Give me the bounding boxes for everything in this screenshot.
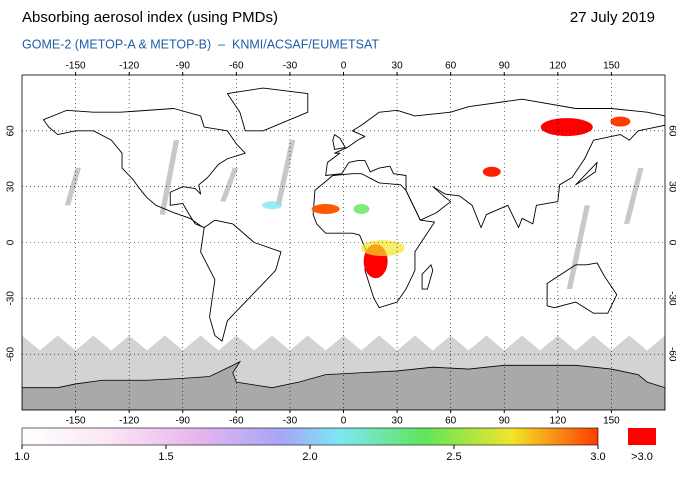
colorbar-tick-label: 2.5 xyxy=(446,451,461,463)
coastlines xyxy=(42,87,665,342)
lon-tick-label-bottom: -90 xyxy=(176,416,191,427)
missing-swaths xyxy=(64,140,644,290)
lat-tick-label-left: 0 xyxy=(6,239,17,245)
siberia-plume xyxy=(540,118,593,137)
lon-tick-label-top: 30 xyxy=(392,61,404,72)
aerosol-plumes xyxy=(262,116,631,279)
lon-tick-label-bottom: 30 xyxy=(392,416,404,427)
colorbar-tick-label: 2.0 xyxy=(302,451,317,463)
greenland xyxy=(226,87,309,132)
lon-tick-label-top: -30 xyxy=(283,61,298,72)
lon-tick-label-top: -150 xyxy=(66,61,86,72)
lat-tick-label-left: 60 xyxy=(6,125,17,137)
lon-tick-label-bottom: -150 xyxy=(66,416,86,427)
title: Absorbing aerosol index (using PMDs) xyxy=(22,9,278,26)
lon-tick-label-top: 150 xyxy=(603,61,620,72)
australia xyxy=(546,262,618,314)
lat-tick-label-right: -60 xyxy=(666,347,676,362)
lon-tick-label-bottom: 150 xyxy=(603,416,620,427)
lat-tick-label-right: 60 xyxy=(666,125,676,137)
subtitle: GOME-2 (METOP-A & METOP-B) – KNMI/ACSAF/… xyxy=(22,37,379,51)
lon-tick-label-bottom: 90 xyxy=(499,416,511,427)
colorbar-tick-label: 1.5 xyxy=(158,451,173,463)
lat-tick-label-left: -30 xyxy=(6,291,17,306)
colorbar-over-label: >3.0 xyxy=(631,451,653,463)
lon-tick-label-top: 120 xyxy=(549,61,566,72)
lon-tick-label-top: 90 xyxy=(499,61,511,72)
north-america xyxy=(42,108,246,229)
lat-tick-label-left: -60 xyxy=(6,347,17,362)
lat-tick-label-right: 0 xyxy=(666,240,676,246)
sahara-green xyxy=(353,204,370,214)
lat-tick-label-right: -30 xyxy=(666,291,676,306)
sahara-plume xyxy=(311,204,340,214)
colorbar-over xyxy=(628,428,656,445)
asia-plume xyxy=(482,166,501,177)
lon-tick-label-top: 0 xyxy=(341,61,347,72)
japan xyxy=(575,162,598,186)
lat-tick-label-left: 30 xyxy=(6,181,17,193)
lon-tick-label-top: -60 xyxy=(229,61,244,72)
lon-tick-label-bottom: -60 xyxy=(229,416,244,427)
lon-tick-label-top: 60 xyxy=(445,61,457,72)
date: 27 July 2019 xyxy=(570,9,655,26)
colorbar-tick-label: 3.0 xyxy=(590,451,605,463)
lon-tick-label-bottom: 0 xyxy=(341,416,347,427)
antarctica xyxy=(22,360,665,410)
lon-tick-label-top: -120 xyxy=(119,61,139,72)
africa xyxy=(312,173,436,309)
africa-halo xyxy=(360,240,405,257)
lat-tick-label-right: 30 xyxy=(666,181,676,193)
south-america xyxy=(200,219,282,342)
colorbar xyxy=(21,427,599,446)
eurasia xyxy=(325,98,665,229)
madagascar xyxy=(421,264,434,290)
colorbar-tick-label: 1.0 xyxy=(14,451,29,463)
lon-tick-label-bottom: -30 xyxy=(283,416,298,427)
lon-tick-label-top: -90 xyxy=(176,61,191,72)
lon-tick-label-bottom: 120 xyxy=(549,416,566,427)
lon-tick-label-bottom: 60 xyxy=(445,416,457,427)
siberia-east-plume xyxy=(610,116,631,127)
lon-tick-label-bottom: -120 xyxy=(119,416,139,427)
atlantic-dust xyxy=(262,201,283,210)
